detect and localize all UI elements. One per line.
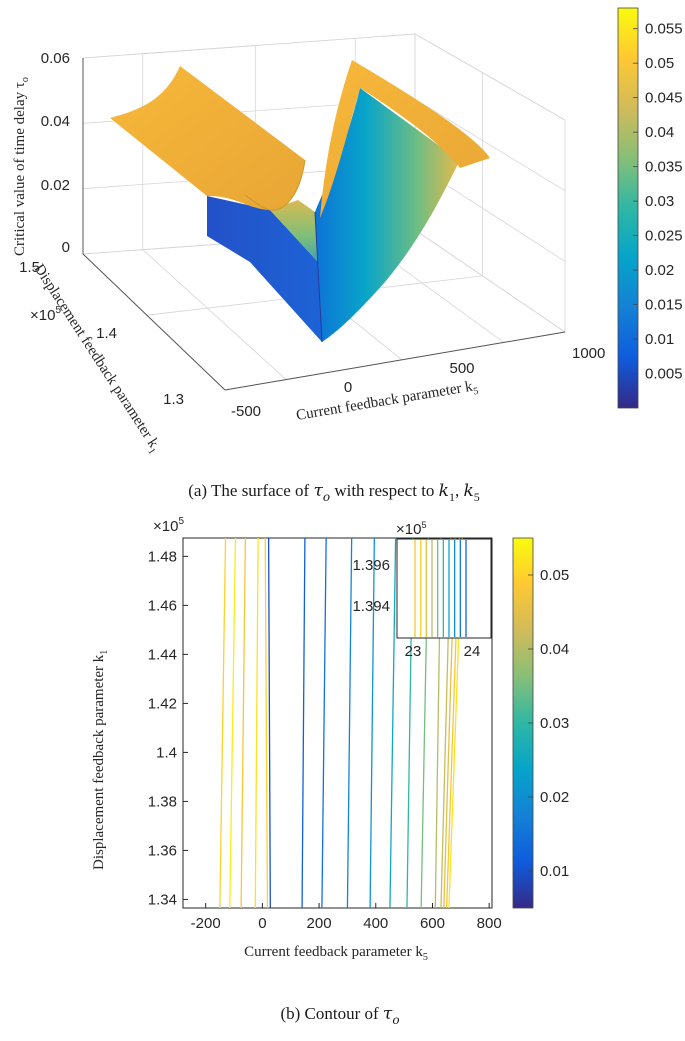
inset-x-tick: 24 [464,643,481,660]
y-tick: 1.3 [163,391,184,408]
x-tick-label: 400 [363,915,388,932]
z-tick: 0.06 [41,50,70,67]
colorbar-tick-label: 0.045 [645,90,683,107]
gridline [82,33,566,121]
y-axis-ticks: 1.5 1.4 1.3 [19,259,184,408]
y-tick-label: 1.48 [148,548,177,565]
y-multiplier: ×105 [153,516,184,535]
contour-line [346,537,353,909]
y-tick-label: 1.34 [148,891,177,908]
y-tick-label: 1.46 [148,597,177,614]
inset-y-tick: 1.394 [352,598,390,615]
x-tick-label: 200 [307,915,332,932]
colorbar-tick-label: 0.005 [645,366,683,383]
inset-y-tick: 1.396 [352,557,390,574]
x-axis-ticks: -500 0 500 1000 [231,345,605,420]
y-axis-line [82,253,226,391]
x-axis-label: Current feedback parameter k5 [244,944,428,963]
colorbar-tick-label: 0.055 [645,21,683,38]
contour-line [301,537,306,909]
x-axis-label: Current feedback parameter k5 [295,378,479,427]
colorbar-tick-label: 0.035 [645,159,683,176]
y-tick-label: 1.44 [148,646,177,663]
gridline [146,72,483,316]
y-tick: 1.5 [19,259,40,276]
colorbar-tick-label: 0.02 [540,789,569,806]
contour-line [229,537,237,909]
y-tick-label: 1.42 [148,695,177,712]
y-axis-ticks: 1.34 1.36 1.38 1.4 1.42 1.44 1.46 1.48 [148,548,188,908]
caption-a: (a) The surface of τo with respect to k1… [188,481,480,504]
colorbar-tick-label: 0.025 [645,228,683,245]
panel-a-surface: 0.06 0.04 0.02 0 Critical value of time … [12,7,683,504]
contour-line [240,537,247,909]
inset-y-multiplier: ×105 [396,520,426,538]
colorbar-tick-label: 0.04 [645,124,674,141]
surface-right-ridge [320,60,490,218]
y-tick-label: 1.36 [148,842,177,859]
colorbar-tick-label: 0.01 [540,863,569,880]
x-axis-ticks: -200 0 200 400 600 800 [191,903,502,932]
contour-line [254,537,259,909]
colorbar-tick-label: 0.01 [645,331,674,348]
colorbar-a-ticks: 0.005 0.01 0.015 0.02 0.025 0.03 0.035 0.04 0.04… [633,21,683,383]
x-tick-label: -200 [191,915,221,932]
x-tick-label: 600 [420,915,445,932]
z-tick: 0.04 [41,113,70,130]
z-tick: 0.02 [41,177,70,194]
contour-line [264,537,269,909]
contour-line [369,537,376,909]
contour-line [389,537,397,909]
x-tick: 1000 [572,345,605,362]
x-tick-label: 800 [477,915,502,932]
colorbar-tick-label: 0.03 [645,193,674,210]
surface-left-ridge-edge [244,159,306,211]
z-axis-ticks: 0.06 0.04 0.02 0 [41,50,70,256]
y-tick: 1.4 [96,325,117,342]
inset-x-tick: 23 [405,643,422,660]
colorbar-tick-label: 0.02 [645,262,674,279]
x-tick: 0 [344,379,352,396]
caption-b: (b) Contour of τo [280,1004,399,1027]
x-axis-line [224,331,566,391]
x-tick-label: 0 [258,915,266,932]
inset-zoom: ×105 1.396 1.394 23 24 [352,520,492,660]
surface-valley [270,200,322,342]
surface-valley-edge [314,211,323,343]
x-tick: 500 [449,360,474,377]
y-tick-label: 1.38 [148,793,177,810]
inset-plot-area [396,538,492,639]
y-axis-label: Displacement feedback parameter k1 [91,650,110,870]
colorbar-tick-label: 0.05 [645,55,674,72]
inset-lines [414,540,467,637]
surface-left-ridge [110,66,305,210]
colorbar-tick-label: 0.04 [540,641,569,658]
z-tick: 0 [62,239,70,256]
contour-line [321,537,327,909]
contour-line [219,537,227,909]
surface-right-slope [315,88,460,342]
colorbar-b-ticks: 0.01 0.02 0.03 0.04 0.05 [528,567,569,880]
y-tick-label: 1.4 [156,744,177,761]
surface-left-wall [207,196,322,342]
z-axis-label: Critical value of time delay τo [12,77,31,256]
colorbar-a [617,7,639,409]
colorbar-tick-label: 0.05 [540,567,569,584]
contour-line [267,537,271,909]
y-axis-label: Displacement feedback parameter k1 [28,261,164,456]
colorbar-tick-label: 0.015 [645,297,683,314]
x-tick: -500 [231,403,261,420]
surface-plot [110,60,490,343]
y-multiplier: ×105 [30,305,61,324]
panel-b-contour: -200 0 200 400 600 800 1.34 1.36 1.38 1.4 1.42 1.4… [91,516,569,1027]
colorbar-tick-label: 0.03 [540,715,569,732]
